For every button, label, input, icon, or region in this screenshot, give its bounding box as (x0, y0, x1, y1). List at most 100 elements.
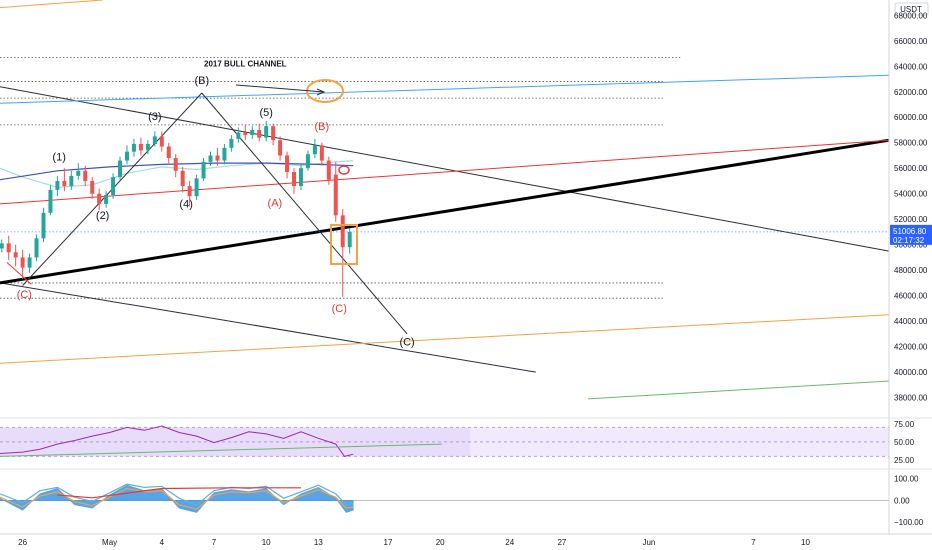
wave-label: (C) (17, 289, 32, 301)
price-tick-label: 48000.00 (894, 266, 928, 275)
price-tick-label: 50000.00 (894, 241, 928, 250)
oscillator-area-0 (0, 484, 354, 513)
time-tick-label: 10 (262, 538, 271, 547)
candle-body-37 (257, 129, 262, 138)
small-red-circle (338, 165, 350, 175)
currency-label: USDT (900, 5, 922, 14)
wave-label: (3) (148, 111, 161, 123)
time-tick-label: Jun (642, 538, 655, 547)
wave-label: (5) (259, 107, 272, 119)
wave-label: (4) (179, 199, 192, 211)
candle-body-34 (236, 132, 241, 139)
candle-body-4 (27, 257, 32, 268)
candle-body-27 (187, 186, 192, 197)
time-tick-label: 7 (212, 538, 217, 547)
oscillator-pane (0, 483, 889, 513)
wave-label: (B) (194, 75, 209, 87)
wave-label: (2) (96, 210, 109, 222)
candle-body-48 (333, 174, 338, 216)
wave-label: (1) (52, 152, 65, 164)
orange-lower-line (0, 314, 890, 364)
bull-channel-blue-line (0, 74, 890, 104)
green-line (587, 380, 890, 400)
candle-body-36 (250, 129, 255, 136)
candle-body-40 (278, 140, 283, 156)
candle-body-33 (229, 138, 234, 148)
candle-body-1 (6, 243, 11, 253)
candle-body-30 (208, 155, 213, 162)
price-tick-label: 68000.00 (894, 11, 928, 20)
wave-label: 2017 BULL CHANNEL (204, 59, 287, 68)
time-tick-label: 27 (557, 538, 566, 547)
candle-body-39 (271, 126, 276, 141)
candle-body-29 (201, 161, 206, 179)
thick-trendline (0, 138, 890, 285)
time-tick-label: May (102, 538, 117, 547)
candle-body-13 (90, 180, 95, 194)
time-tick-label: 20 (436, 538, 445, 547)
candle-body-21 (145, 144, 150, 151)
candle-body-35 (243, 132, 248, 136)
rsi-tick-label: 75.00 (894, 420, 915, 429)
wave-label: (C) (399, 336, 414, 348)
oscillator-tick-label: 0.00 (894, 496, 910, 505)
candle-body-9 (62, 180, 67, 187)
price-tick-label: 66000.00 (894, 37, 928, 46)
price-tick-label: 56000.00 (894, 164, 928, 173)
time-tick-label: 13 (314, 538, 323, 547)
arrow-head (316, 88, 326, 96)
wave-label: (C) (332, 303, 347, 315)
candle-body-5 (34, 238, 39, 258)
price-tick-label: 44000.00 (894, 317, 928, 326)
price-tick-label: 54000.00 (894, 190, 928, 199)
candle-body-16 (111, 177, 116, 195)
price-tag-box (890, 224, 932, 245)
candle-body-41 (285, 155, 290, 173)
price-tick-label: 62000.00 (894, 88, 928, 97)
price-tick-label: 38000.00 (894, 394, 928, 403)
price-tick-label: 52000.00 (894, 215, 928, 224)
candle-body-10 (69, 175, 74, 187)
candle-body-17 (118, 160, 123, 178)
candle-body-3 (20, 257, 25, 268)
price-tick-label: 64000.00 (894, 62, 928, 71)
rsi-pane (0, 425, 889, 457)
time-tick-label: 10 (801, 538, 810, 547)
candle-body-31 (215, 155, 220, 161)
candle-body-47 (326, 160, 331, 180)
price-tag-value: 51006.80 (893, 227, 927, 236)
candle-body-49 (340, 215, 345, 248)
candle-body-20 (138, 144, 143, 151)
orange-top-line (0, 0, 103, 9)
channel-upper-line (0, 86, 890, 252)
candle-body-23 (159, 136, 164, 147)
candle-body-43 (298, 168, 303, 187)
time-tick-label: 24 (505, 538, 514, 547)
candle-body-26 (180, 170, 185, 187)
candle-body-45 (312, 145, 317, 155)
oscillator-tick-label: −100.00 (894, 518, 924, 527)
time-tick-label: 17 (384, 538, 393, 547)
time-tick-label: 26 (18, 538, 27, 547)
zigzag-b-down (201, 92, 408, 335)
price-axis-bg (889, 0, 932, 550)
oscillator-line-3 (57, 487, 301, 499)
time-tick-label: 4 (160, 538, 165, 547)
rsi-line (0, 425, 354, 457)
annotation-shapes (235, 79, 358, 265)
candle-body-28 (194, 178, 199, 197)
price-tick-label: 42000.00 (894, 343, 928, 352)
candle-body-18 (125, 151, 129, 161)
candle-body-25 (173, 158, 178, 171)
arrow-line (235, 84, 325, 93)
annotations: 2017 BULL CHANNEL (B) (3) (5) (1) (2) (4) (B) (A… (17, 59, 415, 348)
price-tag-countdown: 02:17:32 (893, 236, 925, 245)
red-trendline (0, 139, 890, 205)
currency-box (894, 2, 929, 16)
red-c-mark (6, 262, 32, 285)
candle-body-14 (97, 193, 102, 204)
candle-body-32 (222, 147, 227, 161)
candle-body-46 (319, 145, 324, 161)
